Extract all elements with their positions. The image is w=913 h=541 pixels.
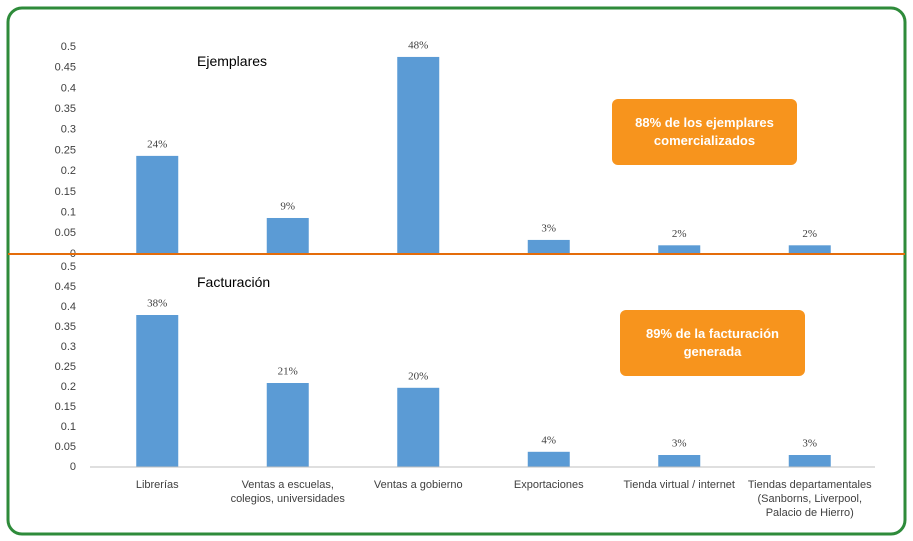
frame <box>6 6 907 536</box>
bar <box>397 56 440 254</box>
y-tick-label: 0.2 <box>61 165 76 177</box>
y-tick-label: 0.3 <box>61 124 76 136</box>
y-tick-label: 0.45 <box>55 281 76 293</box>
x-tick-label: Ventas a escuelas, colegios, universidad… <box>230 479 345 505</box>
x-tick-label: Tienda virtual / internet <box>623 479 735 491</box>
chart-title: Facturación <box>197 274 271 290</box>
x-tick-label: Tiendas departamentales (Sanborns, Liver… <box>747 479 872 519</box>
y-tick-label: 0.25 <box>55 144 76 156</box>
value-label: 9% <box>280 201 295 213</box>
x-tick-label: Librerías <box>135 479 179 491</box>
bar <box>658 245 701 254</box>
x-tick-label: Exportaciones <box>513 479 584 491</box>
bar <box>397 387 440 467</box>
y-tick-label: 0.45 <box>55 62 76 74</box>
bar <box>788 455 831 467</box>
value-label: 2% <box>672 228 687 240</box>
value-label: 48% <box>408 39 428 51</box>
y-tick-label: 0.1 <box>61 421 76 433</box>
y-tick-label: 0.05 <box>55 227 76 239</box>
value-label: 4% <box>541 434 556 446</box>
value-label: 20% <box>408 370 428 382</box>
value-label: 3% <box>541 222 556 234</box>
bar <box>788 245 831 254</box>
y-tick-label: 0 <box>70 461 76 473</box>
bar <box>658 455 701 467</box>
bar <box>527 239 570 254</box>
x-tick-label: Ventas a gobierno <box>373 479 463 491</box>
y-tick-label: 0.15 <box>55 401 76 413</box>
bar <box>136 315 179 467</box>
y-tick-label: 0.35 <box>55 321 76 333</box>
value-label: 2% <box>802 228 817 240</box>
bar <box>266 217 309 254</box>
chart-title: Ejemplares <box>197 53 268 69</box>
y-tick-label: 0.4 <box>61 82 76 94</box>
y-tick-label: 0.5 <box>61 261 76 273</box>
y-tick-label: 0.1 <box>61 207 76 219</box>
value-label: 24% <box>147 138 167 150</box>
y-tick-label: 0.35 <box>55 103 76 115</box>
bar <box>136 155 179 254</box>
y-tick-label: 0.5 <box>61 41 76 53</box>
y-tick-label: 0.05 <box>55 441 76 453</box>
annotation: 88% de los ejemplares comercializados <box>612 99 797 165</box>
bar <box>527 451 570 467</box>
y-tick-label: 0.15 <box>55 186 76 198</box>
value-label: 3% <box>672 438 687 450</box>
annotation: 89% de la facturación generada <box>620 310 805 376</box>
y-tick-label: 0.2 <box>61 381 76 393</box>
y-tick-label: 0.3 <box>61 341 76 353</box>
value-label: 21% <box>278 366 298 378</box>
bar <box>266 383 309 467</box>
value-label: 38% <box>147 298 167 310</box>
y-tick-label: 0.25 <box>55 361 76 373</box>
value-label: 3% <box>802 438 817 450</box>
y-tick-label: 0.4 <box>61 301 76 313</box>
